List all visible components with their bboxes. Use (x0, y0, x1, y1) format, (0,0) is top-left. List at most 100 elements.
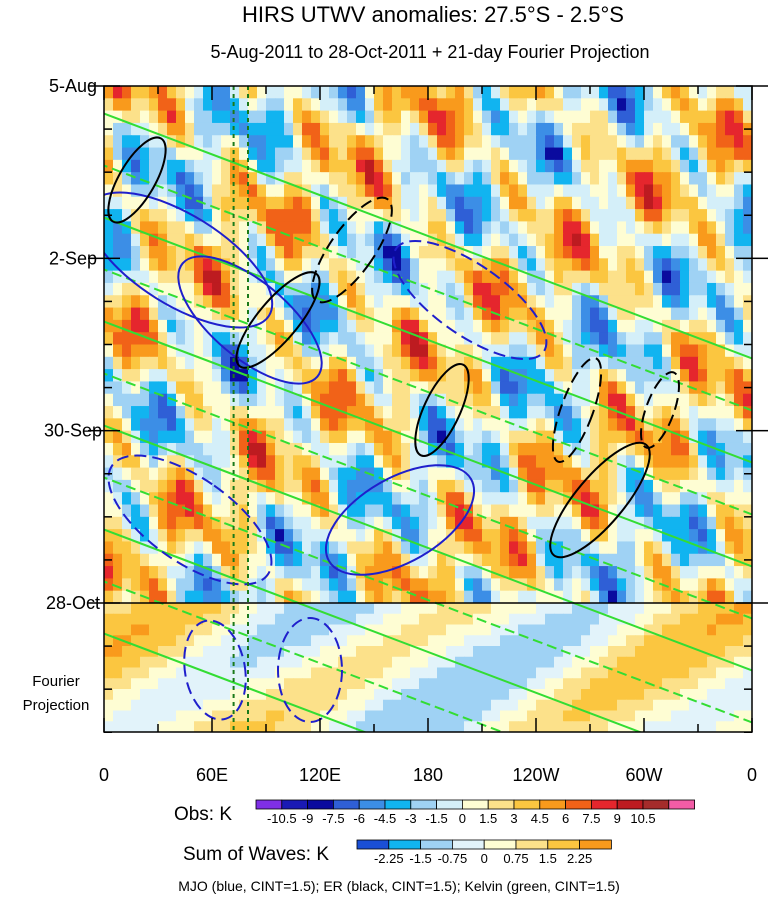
projection-cell (653, 699, 663, 712)
anomaly-cell (554, 566, 564, 579)
anomaly-cell (185, 270, 195, 284)
anomaly-cell (725, 258, 735, 272)
anomaly-cell (419, 307, 429, 321)
anomaly-cell (302, 196, 312, 210)
projection-cell (401, 624, 411, 636)
anomaly-cell (716, 172, 726, 186)
anomaly-cell (464, 159, 474, 173)
projection-cell (356, 656, 366, 669)
anomaly-cell (509, 492, 519, 506)
anomaly-cell (437, 135, 447, 149)
anomaly-cell (635, 135, 645, 149)
projection-cell (131, 613, 141, 626)
anomaly-cell (491, 590, 501, 604)
projection-cell (716, 613, 726, 626)
anomaly-cell (491, 98, 501, 112)
anomaly-cell (473, 467, 483, 481)
anomaly-cell (608, 541, 618, 555)
anomaly-cell (734, 147, 744, 161)
anomaly-cell (131, 529, 141, 543)
anomaly-cell (554, 541, 564, 555)
anomaly-cell (113, 282, 123, 296)
anomaly-cell (662, 86, 672, 99)
projection-cell (113, 678, 123, 690)
anomaly-cell (167, 135, 177, 149)
projection-cell (194, 635, 204, 647)
projection-cell (248, 699, 258, 712)
anomaly-cell (284, 159, 294, 173)
anomaly-cell (680, 332, 690, 346)
anomaly-cell (473, 381, 483, 395)
anomaly-cell (104, 86, 114, 99)
anomaly-cell (293, 196, 303, 210)
anomaly-cell (149, 344, 159, 358)
anomaly-cell (131, 418, 141, 432)
anomaly-cell (563, 246, 573, 259)
anomaly-cell (725, 172, 735, 186)
anomaly-cell (329, 418, 339, 432)
anomaly-cell (626, 442, 636, 456)
anomaly-cell (518, 172, 528, 186)
projection-cell (122, 603, 132, 615)
projection-cell (743, 678, 752, 690)
anomaly-cell (743, 86, 752, 99)
anomaly-cell (122, 184, 132, 198)
anomaly-cell (203, 184, 213, 198)
anomaly-cell (338, 492, 348, 506)
anomaly-cell (545, 233, 555, 247)
anomaly-cell (698, 270, 708, 284)
projection-cell (563, 689, 573, 701)
anomaly-cell (509, 516, 519, 530)
anomaly-cell (401, 381, 411, 395)
anomaly-cell (707, 258, 717, 272)
anomaly-cell (626, 418, 636, 432)
projection-cell (401, 667, 411, 679)
projection-cell (140, 710, 150, 722)
anomaly-cell (401, 418, 411, 432)
kelvin-contour (104, 424, 752, 672)
anomaly-cell (536, 221, 546, 235)
anomaly-cell (536, 196, 546, 210)
anomaly-cell (509, 406, 519, 419)
anomaly-cell (311, 516, 321, 530)
projection-cell (635, 613, 645, 626)
anomaly-cell (446, 282, 456, 296)
anomaly-cell (275, 270, 285, 284)
projection-cell (644, 721, 654, 732)
anomaly-cell (437, 590, 447, 604)
projection-cell (347, 603, 357, 615)
anomaly-cell (302, 344, 312, 358)
anomaly-cell (653, 196, 663, 210)
anomaly-cell (149, 135, 159, 149)
projection-cell (455, 603, 465, 615)
projection-cell (410, 710, 420, 722)
anomaly-cell (707, 135, 717, 149)
anomaly-cell (716, 196, 726, 210)
anomaly-cell (257, 442, 267, 456)
projection-cell (356, 624, 366, 636)
anomaly-cell (140, 479, 150, 493)
anomaly-cell (707, 86, 717, 99)
anomaly-cell (608, 578, 618, 592)
anomaly-cell (311, 393, 321, 407)
anomaly-cell (518, 122, 528, 136)
anomaly-cell (419, 492, 429, 506)
anomaly-cell (338, 135, 348, 149)
anomaly-cell (545, 492, 555, 506)
anomaly-cell (725, 209, 735, 223)
colorbar-label: -6 (353, 811, 365, 826)
projection-cell (194, 646, 204, 658)
projection-cell (482, 678, 492, 690)
anomaly-cell (221, 553, 231, 567)
anomaly-cell (338, 430, 348, 444)
anomaly-cell (734, 504, 744, 518)
anomaly-cell (122, 455, 132, 469)
anomaly-cell (383, 307, 393, 321)
anomaly-cell (410, 307, 420, 321)
colorbar-label: -1.5 (425, 811, 447, 826)
anomaly-cell (113, 98, 123, 112)
anomaly-cell (230, 221, 240, 235)
projection-cell (275, 656, 285, 669)
anomaly-cell (284, 233, 294, 247)
anomaly-cell (473, 282, 483, 296)
